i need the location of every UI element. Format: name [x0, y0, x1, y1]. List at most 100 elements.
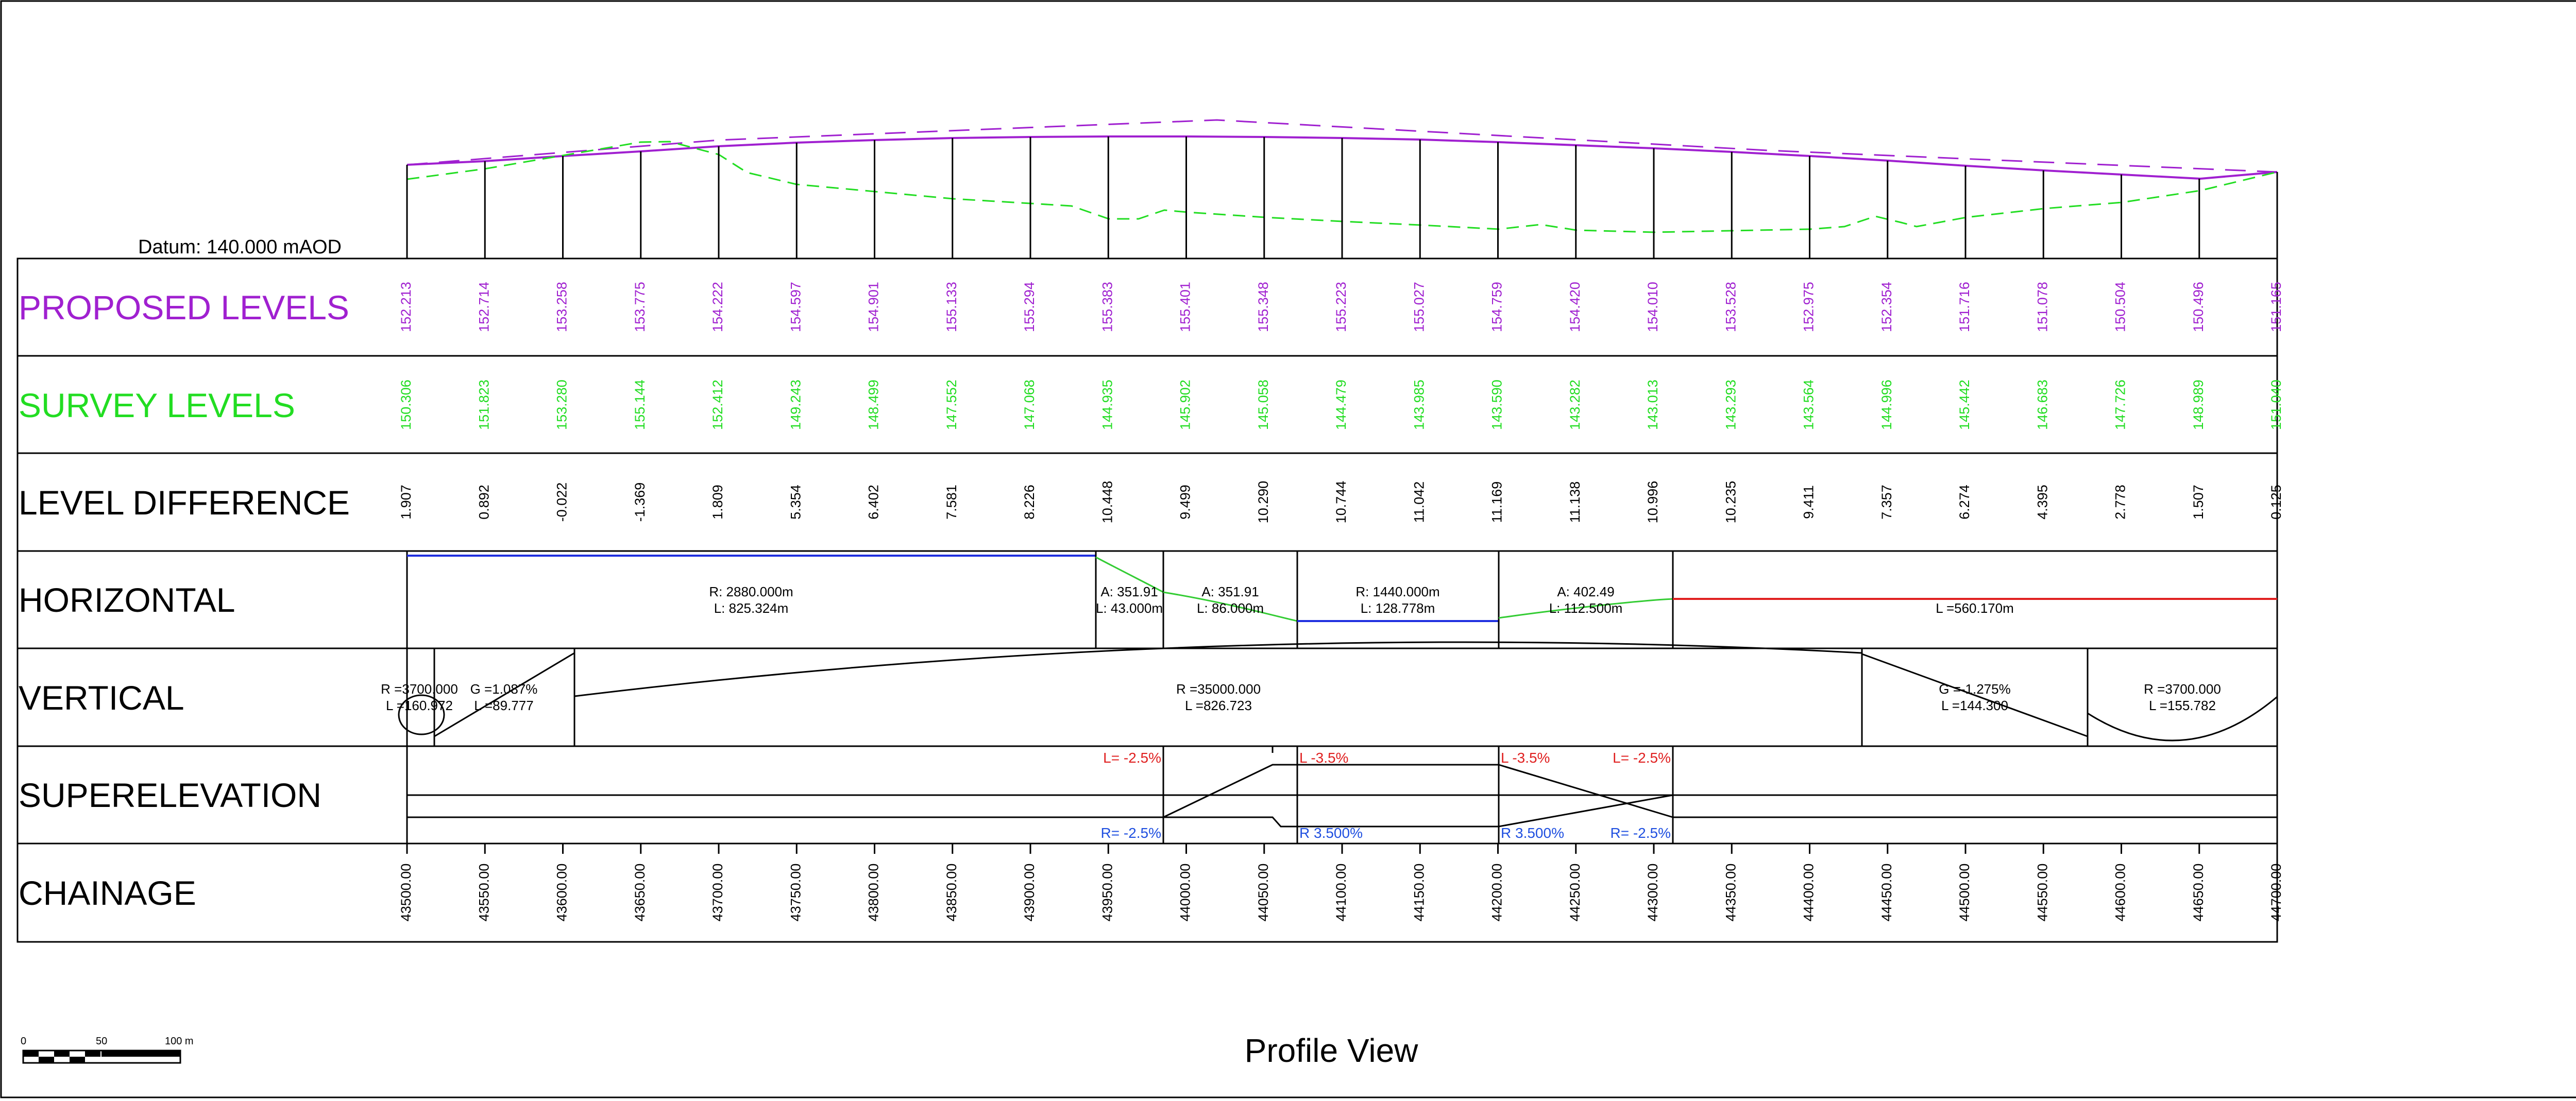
horizontal-label: L: 825.324m	[714, 600, 789, 616]
vertical-crest-curve	[574, 641, 1862, 697]
level-difference-value: 1.809	[710, 485, 725, 520]
scale-bar-segment	[101, 1051, 180, 1057]
profile-grid-verticals	[406, 136, 2278, 259]
row-label-proposed: PROPOSED LEVELS	[19, 288, 349, 326]
proposed-level-value: 155.027	[1411, 282, 1427, 332]
proposed-level-value: 152.714	[476, 282, 492, 332]
survey-level-value: 145.902	[1178, 380, 1193, 430]
horizontal-band: R: 2880.000m L: 825.324m A: 351.91 L: 43…	[407, 550, 2277, 648]
survey-level-value: 143.564	[1801, 380, 1817, 430]
super-right-label: R= -2.5%	[1611, 825, 1671, 841]
proposed-level-value: 155.294	[1022, 282, 1037, 332]
vertical-label: L =826.723	[1185, 698, 1252, 713]
scale-bar-segment	[85, 1051, 100, 1057]
chainage-value: 44100.00	[1333, 864, 1349, 922]
chainage-value: 43850.00	[944, 864, 959, 922]
vertical-crest-symbol	[398, 694, 445, 735]
survey-level-value: 145.442	[1957, 380, 1972, 430]
super-runoff-line	[1163, 764, 1673, 818]
super-left-label: L -3.5%	[1299, 750, 1348, 766]
survey-level-value: 153.280	[554, 380, 570, 430]
datum-label: Datum: 140.000 mAOD	[138, 236, 342, 258]
scale-bar-label: 0	[21, 1036, 26, 1047]
level-difference-value: 8.226	[1022, 485, 1037, 520]
level-difference-value: 10.290	[1256, 481, 1271, 524]
proposed-level-value: 155.348	[1256, 282, 1271, 332]
level-difference-value: 0.125	[2268, 485, 2284, 520]
vertical-grade-line	[1861, 653, 2088, 737]
survey-level-value: 152.412	[710, 380, 725, 430]
proposed-level-value: 150.504	[2113, 282, 2128, 332]
super-right-label: R 3.500%	[1299, 825, 1363, 841]
proposed-level-value: 154.597	[788, 282, 803, 332]
proposed-level-value: 154.222	[710, 282, 725, 332]
chainage-value: 43650.00	[632, 864, 648, 922]
row-label-vertical: VERTICAL	[19, 679, 184, 717]
survey-level-value: 143.282	[1567, 380, 1583, 430]
level-difference-value: 5.354	[788, 485, 803, 520]
level-difference-value: 9.411	[1801, 485, 1817, 519]
survey-level-value: 144.996	[1879, 380, 1894, 430]
chainage-value: 43700.00	[710, 864, 725, 922]
horizontal-label: L: 43.000m	[1096, 600, 1163, 616]
level-difference-value: 11.169	[1489, 481, 1505, 523]
survey-level-value: 143.013	[1645, 380, 1660, 430]
vertical-label: L =144.300	[1941, 698, 2008, 713]
level-difference-value: 9.499	[1178, 485, 1193, 520]
horizontal-transition-line	[1498, 598, 1673, 619]
proposed-level-value: 154.759	[1489, 282, 1505, 332]
row-label-difference: LEVEL DIFFERENCE	[19, 484, 350, 522]
proposed-level-value: 152.975	[1801, 282, 1817, 332]
proposed-level-value: 152.213	[398, 282, 414, 332]
scale-bar-segment	[70, 1057, 85, 1063]
profile-area	[406, 119, 2278, 259]
survey-levels-band: 150.306 151.823 153.280 155.144 152.412 149.2…	[398, 380, 2284, 430]
vertical-tangent-line	[406, 119, 2278, 173]
survey-level-value: 147.068	[1022, 380, 1037, 430]
super-left-label: L= -2.5%	[1613, 750, 1671, 766]
vertical-label: L =155.782	[2149, 698, 2216, 713]
horizontal-label: R: 1440.000m	[1355, 584, 1439, 599]
level-difference-value: -0.022	[554, 483, 570, 522]
survey-level-value: 150.306	[398, 380, 414, 430]
survey-level-value: 155.144	[632, 380, 648, 430]
level-difference-value: 1.907	[398, 485, 414, 520]
level-difference-band: 1.907 0.892 -0.022 -1.369 1.809 5.354 6.402 7.5…	[398, 481, 2284, 524]
proposed-level-value: 154.901	[866, 282, 882, 332]
level-difference-value: 7.357	[1879, 485, 1894, 520]
vertical-label: R =35000.000	[1176, 681, 1261, 697]
chainage-value: 44450.00	[1879, 864, 1894, 922]
vertical-label: L =160.972	[386, 698, 453, 713]
row-label-superelevation: SUPERELEVATION	[19, 776, 321, 814]
vertical-label: L =89.777	[474, 698, 533, 713]
super-left-label: L= -2.5%	[1103, 750, 1161, 766]
super-left-label: L -3.5%	[1501, 750, 1550, 766]
proposed-level-value: 151.078	[2035, 282, 2050, 332]
chainage-value: 44000.00	[1178, 864, 1193, 922]
chainage-value: 44050.00	[1256, 864, 1271, 922]
chainage-value: 44350.00	[1723, 864, 1738, 922]
chainage-value: 44250.00	[1567, 864, 1583, 922]
horizontal-label: L: 86.000m	[1197, 600, 1264, 616]
level-difference-value: 7.581	[944, 485, 959, 520]
chainage-value: 44500.00	[1957, 864, 1972, 922]
vertical-labels: R =3700.000 L =160.972 G =1.087% L =89.7…	[381, 681, 2221, 713]
chainage-value: 44200.00	[1489, 864, 1505, 922]
horizontal-label: R: 2880.000m	[709, 584, 793, 599]
proposed-level-value: 154.010	[1645, 282, 1660, 332]
level-difference-value: 6.274	[1957, 485, 1972, 520]
proposed-level-value: 153.258	[554, 282, 570, 332]
scale-bar: 0 50 100 m	[21, 1036, 194, 1064]
chainage-value: 43950.00	[1099, 864, 1115, 922]
chainage-value: 43900.00	[1022, 864, 1037, 922]
vertical-grade-line	[434, 652, 575, 737]
drawing-title: Profile View	[1245, 1032, 1419, 1069]
survey-level-value: 144.479	[1333, 380, 1349, 430]
vertical-band	[398, 641, 2278, 746]
proposed-level-value: 153.775	[632, 282, 648, 332]
survey-level-value: 148.499	[866, 380, 882, 430]
level-difference-value: 6.402	[866, 485, 882, 520]
row-label-chainage: CHAINAGE	[19, 874, 196, 912]
